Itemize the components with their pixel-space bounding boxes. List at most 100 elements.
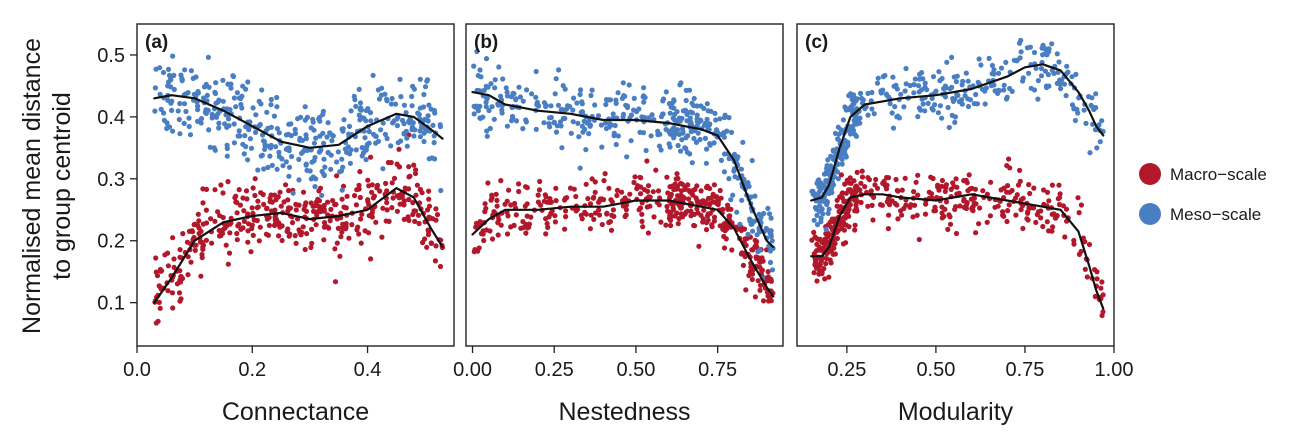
data-point bbox=[547, 196, 553, 202]
x-tick-label: 0.0 bbox=[123, 359, 151, 381]
data-point bbox=[370, 72, 376, 78]
data-point bbox=[1009, 187, 1015, 194]
data-point bbox=[187, 132, 194, 138]
data-point bbox=[494, 203, 500, 209]
data-point bbox=[725, 206, 731, 212]
data-point bbox=[437, 263, 444, 270]
data-point bbox=[579, 123, 586, 129]
data-point bbox=[552, 213, 558, 219]
data-point bbox=[553, 76, 559, 82]
data-point bbox=[976, 56, 982, 62]
data-point bbox=[484, 133, 490, 139]
data-point bbox=[853, 185, 859, 191]
data-point bbox=[286, 173, 292, 179]
data-point bbox=[837, 194, 843, 200]
data-point bbox=[354, 187, 360, 193]
data-point bbox=[610, 207, 617, 213]
data-point bbox=[718, 157, 725, 163]
data-point bbox=[702, 135, 709, 141]
data-point bbox=[536, 187, 543, 193]
data-point bbox=[164, 125, 170, 132]
data-point bbox=[910, 214, 916, 220]
data-point bbox=[426, 214, 432, 220]
data-point bbox=[765, 227, 771, 233]
data-point bbox=[704, 116, 710, 122]
data-point bbox=[496, 64, 502, 70]
data-point bbox=[862, 184, 868, 190]
data-point bbox=[325, 120, 331, 126]
data-point bbox=[261, 201, 267, 207]
data-point bbox=[894, 114, 900, 120]
data-point bbox=[165, 288, 171, 294]
data-point bbox=[409, 103, 415, 109]
data-point bbox=[1082, 266, 1088, 272]
data-point bbox=[1071, 106, 1077, 112]
x-tick-label: 0.75 bbox=[1005, 359, 1044, 381]
data-point bbox=[211, 145, 217, 151]
data-point bbox=[696, 243, 702, 249]
data-point bbox=[433, 243, 439, 249]
data-point bbox=[471, 249, 477, 255]
data-point bbox=[493, 191, 499, 197]
data-point bbox=[710, 191, 716, 197]
data-point bbox=[660, 96, 667, 102]
data-point bbox=[403, 110, 409, 116]
data-point bbox=[1035, 96, 1041, 102]
data-point bbox=[476, 245, 482, 251]
data-point bbox=[225, 179, 231, 185]
data-point bbox=[339, 156, 345, 162]
data-point bbox=[523, 230, 529, 236]
data-point bbox=[747, 216, 753, 222]
data-point bbox=[698, 103, 704, 109]
data-point bbox=[943, 199, 950, 205]
data-point bbox=[611, 130, 617, 136]
data-point bbox=[641, 85, 647, 91]
data-point bbox=[631, 107, 637, 113]
data-point bbox=[922, 108, 928, 114]
legend-swatch-macro bbox=[1139, 163, 1161, 185]
data-point bbox=[691, 135, 697, 142]
data-point bbox=[254, 217, 260, 224]
data-point bbox=[637, 205, 644, 211]
data-point bbox=[913, 179, 919, 185]
data-point bbox=[504, 89, 510, 95]
data-point bbox=[233, 199, 239, 205]
x-axis-title: Modularity bbox=[898, 398, 1014, 426]
data-point bbox=[237, 133, 243, 139]
data-point bbox=[312, 184, 318, 190]
data-point bbox=[153, 66, 159, 72]
data-point bbox=[273, 144, 279, 150]
data-point bbox=[885, 94, 892, 100]
data-point bbox=[544, 221, 550, 227]
data-point bbox=[816, 237, 822, 243]
data-point bbox=[769, 238, 775, 244]
data-point bbox=[171, 256, 177, 262]
data-point bbox=[239, 93, 245, 99]
data-point bbox=[959, 82, 965, 88]
x-tick-label: 1.00 bbox=[1095, 359, 1134, 381]
data-point bbox=[274, 94, 280, 101]
data-point bbox=[911, 82, 917, 88]
data-point bbox=[430, 122, 436, 128]
data-point bbox=[1003, 96, 1010, 102]
data-point bbox=[184, 239, 190, 245]
data-point bbox=[421, 91, 427, 98]
data-point bbox=[524, 201, 530, 207]
data-point bbox=[304, 147, 310, 153]
data-point bbox=[823, 255, 830, 262]
data-point bbox=[894, 86, 900, 92]
data-point bbox=[748, 221, 754, 227]
data-point bbox=[276, 233, 282, 239]
data-point bbox=[160, 69, 167, 76]
data-point bbox=[220, 77, 226, 83]
data-point bbox=[679, 137, 685, 143]
data-point bbox=[919, 96, 925, 102]
data-point bbox=[329, 138, 335, 144]
data-point bbox=[935, 182, 941, 188]
data-point bbox=[1038, 73, 1045, 79]
data-point bbox=[388, 159, 394, 166]
data-point bbox=[357, 169, 363, 175]
data-point bbox=[894, 202, 900, 208]
data-point bbox=[899, 187, 905, 193]
data-point bbox=[319, 192, 325, 198]
